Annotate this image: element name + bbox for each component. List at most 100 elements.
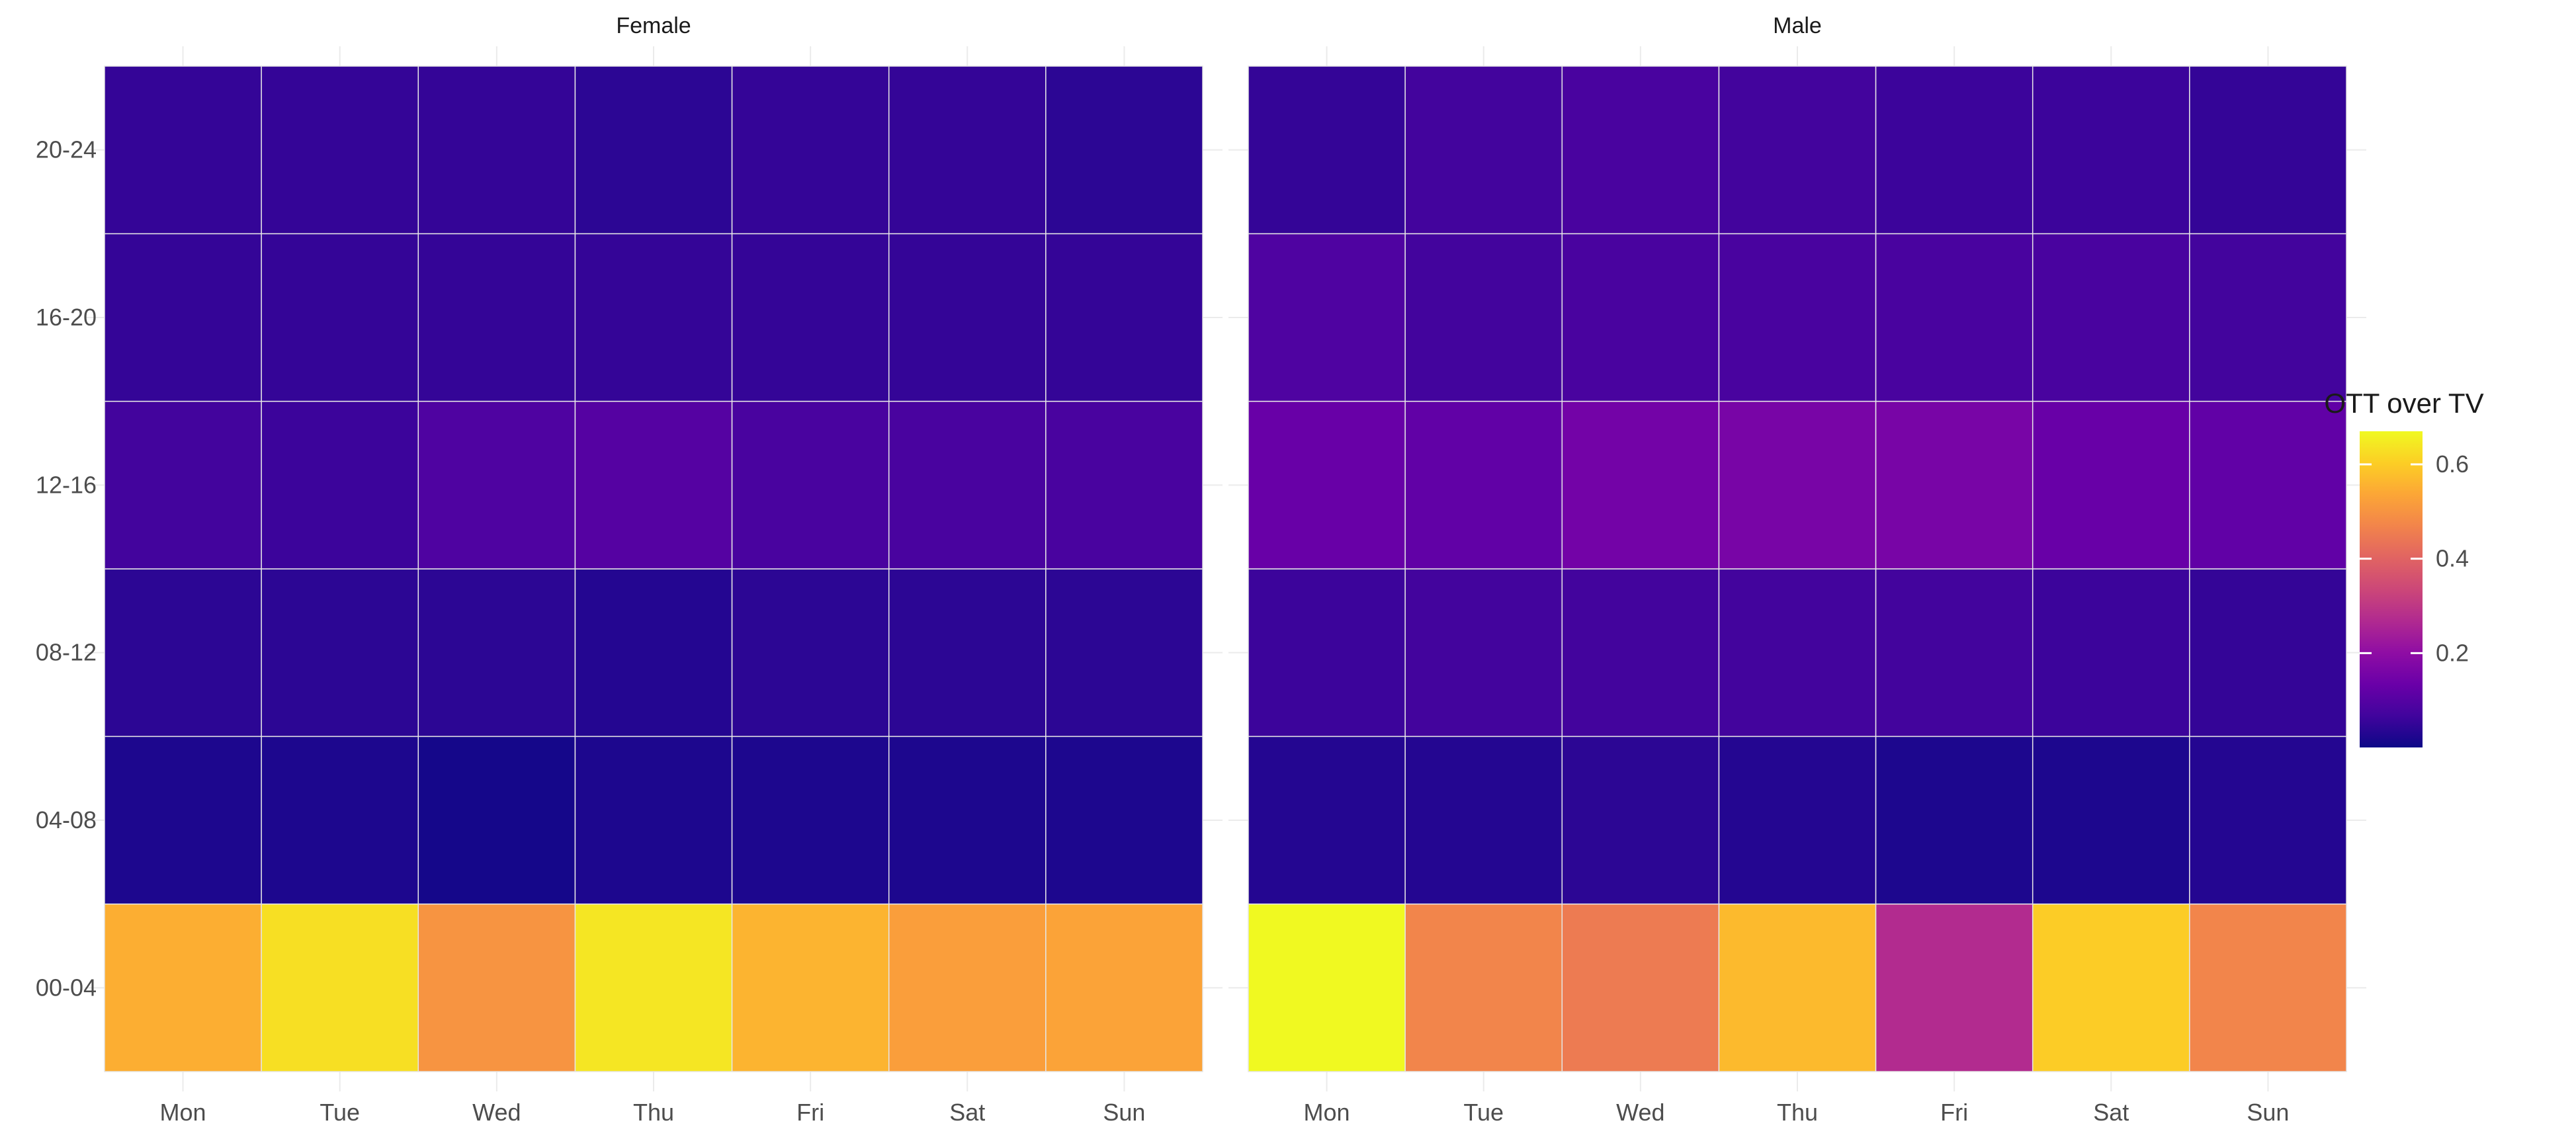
heatmap-cell-male-00-04-Sun	[2189, 903, 2347, 1072]
heatmap-cell-female-04-08-Wed	[417, 736, 576, 905]
heatmap-cell-male-12-16-Fri	[1875, 400, 2034, 570]
heatmap-cell-female-16-20-Wed	[417, 233, 576, 402]
heatmap-cell-female-04-08-Sat	[888, 736, 1047, 905]
legend-colorbar	[2360, 431, 2423, 747]
heatmap-cell-female-00-04-Sat	[888, 903, 1047, 1072]
heatmap-cell-female-08-12-Sun	[1045, 568, 1203, 738]
heatmap-cell-male-00-04-Wed	[1561, 903, 1720, 1072]
heatmap-cell-male-12-16-Tue	[1404, 400, 1563, 570]
legend-tick-label: 0.4	[2436, 545, 2469, 572]
heatmap-cell-male-08-12-Sun	[2189, 568, 2347, 738]
heatmap-cell-male-20-24-Sat	[2032, 65, 2190, 235]
x-tick-label: Fri	[796, 1099, 824, 1126]
heatmap-cell-male-00-04-Thu	[1718, 903, 1877, 1072]
heatmap-cell-male-12-16-Mon	[1248, 400, 1406, 570]
heatmap-cell-male-08-12-Fri	[1875, 568, 2034, 738]
heatmap-cell-female-04-08-Fri	[731, 736, 890, 905]
heatmap-cell-female-12-16-Sat	[888, 400, 1047, 570]
x-tick-label: Sat	[949, 1099, 985, 1126]
heatmap-cell-female-16-20-Tue	[261, 233, 419, 402]
panel-label: Male	[1773, 13, 1822, 38]
x-tick-label: Wed	[1616, 1099, 1664, 1126]
heatmap-cell-female-16-20-Sat	[888, 233, 1047, 402]
heatmap-cell-male-00-04-Fri	[1875, 903, 2034, 1072]
heatmap-cell-male-20-24-Mon	[1248, 65, 1406, 235]
heatmap-cell-female-16-20-Mon	[104, 233, 262, 402]
heatmap-cell-female-20-24-Sun	[1045, 65, 1203, 235]
x-tick-label: Sun	[1103, 1099, 1145, 1126]
heatmap-cell-female-08-12-Wed	[417, 568, 576, 738]
heatmap-cell-male-00-04-Mon	[1248, 903, 1406, 1072]
legend-title: OTT over TV	[2324, 388, 2483, 419]
heatmap-cell-female-20-24-Thu	[574, 65, 733, 235]
legend-tick-label: 0.2	[2436, 639, 2469, 666]
heatmap-cell-male-04-08-Thu	[1718, 736, 1877, 905]
heatmap-cell-female-12-16-Thu	[574, 400, 733, 570]
heatmap-cell-male-12-16-Sun	[2189, 400, 2347, 570]
heatmap-cell-male-16-20-Sun	[2189, 233, 2347, 402]
heatmap-cell-male-16-20-Fri	[1875, 233, 2034, 402]
heatmap-cell-female-12-16-Tue	[261, 400, 419, 570]
heatmap-cell-male-12-16-Wed	[1561, 400, 1720, 570]
heatmap-cell-female-16-20-Thu	[574, 233, 733, 402]
heatmap-cell-female-20-24-Mon	[104, 65, 262, 235]
heatmap-cell-male-20-24-Wed	[1561, 65, 1720, 235]
heatmap-cell-female-12-16-Sun	[1045, 400, 1203, 570]
y-tick-label: 04-08	[36, 806, 97, 833]
heatmap-cell-male-20-24-Thu	[1718, 65, 1877, 235]
heatmap-cell-male-04-08-Tue	[1404, 736, 1563, 905]
heatmap-cell-male-00-04-Tue	[1404, 903, 1563, 1072]
x-tick-label: Mon	[1304, 1099, 1350, 1126]
heatmap-cell-female-00-04-Sun	[1045, 903, 1203, 1072]
heatmap-cell-male-16-20-Tue	[1404, 233, 1563, 402]
heatmap-cell-female-12-16-Fri	[731, 400, 890, 570]
heatmap-cell-female-08-12-Mon	[104, 568, 262, 738]
heatmap-cell-male-08-12-Sat	[2032, 568, 2190, 738]
heatmap-cell-female-16-20-Sun	[1045, 233, 1203, 402]
heatmap-cell-female-12-16-Wed	[417, 400, 576, 570]
heatmap-cell-female-16-20-Fri	[731, 233, 890, 402]
x-tick-label: Sat	[2093, 1099, 2129, 1126]
heatmap-cell-male-08-12-Mon	[1248, 568, 1406, 738]
heatmap-cell-male-04-08-Sun	[2189, 736, 2347, 905]
heatmap-cell-male-08-12-Thu	[1718, 568, 1877, 738]
heatmap-cell-female-08-12-Fri	[731, 568, 890, 738]
heatmap-cell-male-20-24-Tue	[1404, 65, 1563, 235]
heatmap-cell-female-08-12-Thu	[574, 568, 733, 738]
heatmap-cell-female-20-24-Tue	[261, 65, 419, 235]
x-tick-label: Sun	[2247, 1099, 2289, 1126]
heatmap-cell-female-20-24-Sat	[888, 65, 1047, 235]
heatmap-cell-female-08-12-Tue	[261, 568, 419, 738]
x-tick-label: Mon	[160, 1099, 206, 1126]
heatmap-cell-female-00-04-Thu	[574, 903, 733, 1072]
heatmap-cell-female-00-04-Wed	[417, 903, 576, 1072]
heatmap-cell-male-16-20-Mon	[1248, 233, 1406, 402]
legend-tick-label: 0.6	[2436, 450, 2469, 478]
heatmap-cell-female-12-16-Mon	[104, 400, 262, 570]
x-tick-label: Thu	[1777, 1099, 1818, 1126]
heatmap-cell-male-20-24-Fri	[1875, 65, 2034, 235]
heatmap-cell-male-12-16-Thu	[1718, 400, 1877, 570]
heatmap-cell-male-16-20-Wed	[1561, 233, 1720, 402]
y-tick-label: 08-12	[36, 639, 97, 666]
heatmap-cell-male-16-20-Thu	[1718, 233, 1877, 402]
heatmap-cell-male-04-08-Wed	[1561, 736, 1720, 905]
x-tick-label: Tue	[1463, 1099, 1504, 1126]
y-tick-label: 16-20	[36, 304, 97, 331]
x-tick-label: Wed	[472, 1099, 521, 1126]
heatmap-cell-female-20-24-Fri	[731, 65, 890, 235]
y-tick-label: 12-16	[36, 471, 97, 498]
y-tick-label: 20-24	[36, 136, 97, 163]
y-tick-label: 00-04	[36, 974, 97, 1001]
heatmap-cell-female-04-08-Thu	[574, 736, 733, 905]
heatmap-cell-female-00-04-Tue	[261, 903, 419, 1072]
heatmap-cell-female-04-08-Sun	[1045, 736, 1203, 905]
heatmap-cell-male-04-08-Sat	[2032, 736, 2190, 905]
heatmap-cell-male-16-20-Sat	[2032, 233, 2190, 402]
heatmap-cell-male-04-08-Mon	[1248, 736, 1406, 905]
heatmap-cell-female-00-04-Fri	[731, 903, 890, 1072]
heatmap-cell-female-08-12-Sat	[888, 568, 1047, 738]
panel-label: Female	[616, 13, 691, 38]
heatmap-cell-female-00-04-Mon	[104, 903, 262, 1072]
